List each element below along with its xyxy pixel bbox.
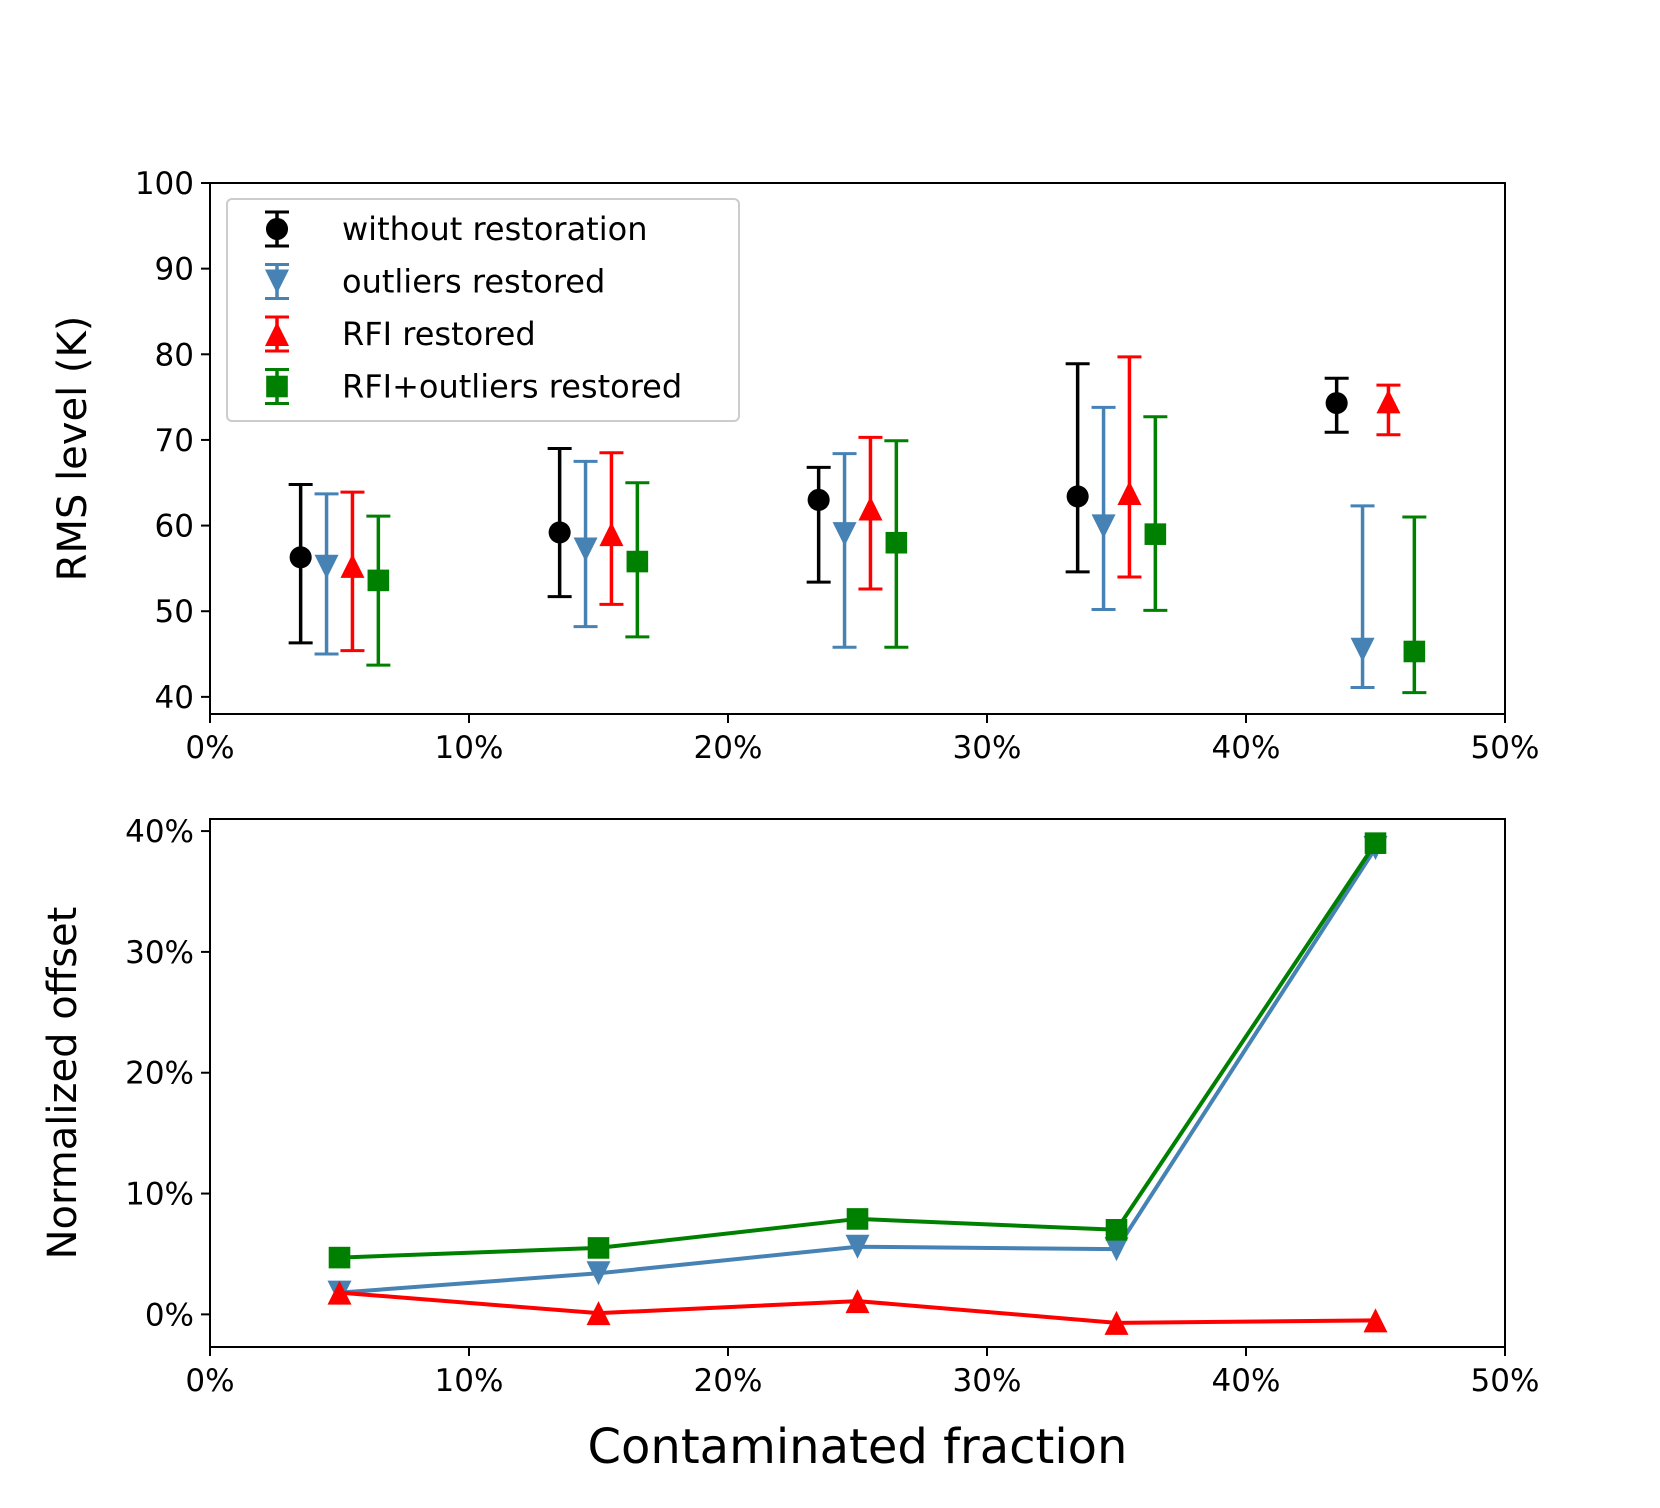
data-point (858, 496, 883, 521)
data-point (1144, 523, 1167, 545)
data-point (626, 550, 649, 573)
top-x-tick-label: 20% (694, 730, 763, 766)
series-rfi-restored (340, 355, 1401, 653)
bottom-x-tick-label: 0% (185, 1363, 234, 1399)
data-point (289, 546, 312, 569)
top-x-tick-label: 50% (1471, 730, 1540, 766)
top-y-axis-title: RMS level (K) (50, 316, 96, 582)
data-point (1363, 1308, 1388, 1333)
legend-marker (266, 375, 288, 398)
legend-label: without restoration (342, 210, 647, 248)
legend-marker (265, 217, 289, 241)
data-point (1091, 514, 1116, 539)
bottom-x-tick-label: 50% (1471, 1363, 1540, 1399)
data-point (832, 522, 857, 547)
series-outliers-restored (314, 405, 1375, 689)
data-point (1403, 640, 1426, 663)
data-point (586, 1301, 611, 1326)
bottom-x-tick-label: 10% (435, 1363, 504, 1399)
top-y-tick-label: 40 (155, 680, 194, 716)
data-point (367, 569, 390, 592)
bottom-y-tick-label: 0% (145, 1297, 194, 1333)
data-point (340, 553, 365, 578)
legend-item-rfi-outliers-restored: RFI+outliers restored (265, 368, 682, 406)
data-point (885, 531, 908, 554)
data-point (807, 488, 830, 511)
legend-marker (265, 269, 289, 294)
bottom-axes-frame (209, 818, 1506, 1348)
legend-item-rfi-restored: RFI restored (265, 315, 536, 353)
data-point (1105, 1219, 1128, 1241)
data-point (586, 1261, 611, 1286)
data-point (845, 1234, 870, 1259)
top-x-tick-label: 10% (435, 730, 504, 766)
data-point (314, 554, 339, 579)
series-without-restoration (288, 362, 1349, 645)
top-y-tick-label: 100 (135, 166, 194, 202)
legend-frame (226, 198, 740, 422)
bottom-x-tick-label: 40% (1212, 1363, 1281, 1399)
data-point (328, 1246, 351, 1269)
line-series-rfi-outliers-restored (328, 832, 1387, 1269)
data-point (327, 1280, 352, 1305)
x-axis-title: Contaminated fraction (588, 1419, 1128, 1475)
top-y-tick-label: 90 (155, 252, 194, 288)
data-point (1325, 392, 1348, 415)
top-axes-frame (209, 182, 1506, 715)
legend-label: RFI restored (342, 315, 536, 353)
top-y-tick-label: 80 (155, 337, 194, 373)
data-point (845, 1289, 870, 1314)
series-line (339, 842, 1378, 1260)
data-point (587, 1237, 610, 1259)
data-point (599, 522, 624, 547)
line-series-rfi-restored (327, 1280, 1388, 1335)
data-point (846, 1208, 869, 1230)
data-point (1364, 832, 1387, 854)
legend-marker (265, 322, 289, 346)
data-point (1350, 637, 1375, 662)
legend-label: outliers restored (342, 263, 605, 301)
bottom-y-tick-label: 20% (125, 1056, 194, 1092)
data-point (1117, 481, 1142, 506)
bottom-y-tick-label: 40% (125, 814, 194, 850)
rms-level-panel: 0% 10% 20% 30% 40% 50% 40 50 60 70 80 90 100 RMS leve… (50, 166, 1539, 766)
legend-label: RFI+outliers restored (342, 368, 682, 406)
bottom-y-axis-title: Normalized offset (40, 907, 86, 1260)
top-x-tick-label: 0% (185, 730, 234, 766)
bottom-x-tick-label: 20% (694, 1363, 763, 1399)
data-point (573, 537, 598, 562)
data-point (1104, 1237, 1129, 1262)
legend: without restoration outliers restored RFI … (226, 198, 740, 422)
data-point (548, 521, 571, 544)
bottom-y-tick-label: 10% (125, 1177, 194, 1213)
line-series-outliers-restored (327, 835, 1388, 1305)
top-y-tick-label: 50 (155, 594, 194, 630)
normalized-offset-panel: 0% 10% 20% 30% 40% 50% 0% 10% 20% 30% 40% Normalize… (40, 814, 1539, 1475)
bottom-y-tick-label: 30% (125, 935, 194, 971)
bottom-x-tick-label: 30% (953, 1363, 1022, 1399)
legend-item-outliers-restored: outliers restored (265, 263, 605, 301)
data-point (1104, 1310, 1129, 1335)
series-rfi-outliers-restored (366, 415, 1427, 695)
top-x-tick-label: 40% (1212, 730, 1281, 766)
legend-item-without-restoration: without restoration (265, 210, 647, 248)
top-y-tick-label: 60 (155, 509, 194, 545)
data-point (1376, 389, 1401, 414)
data-point (1066, 485, 1089, 508)
top-y-tick-label: 70 (155, 423, 194, 459)
top-x-tick-label: 30% (953, 730, 1022, 766)
